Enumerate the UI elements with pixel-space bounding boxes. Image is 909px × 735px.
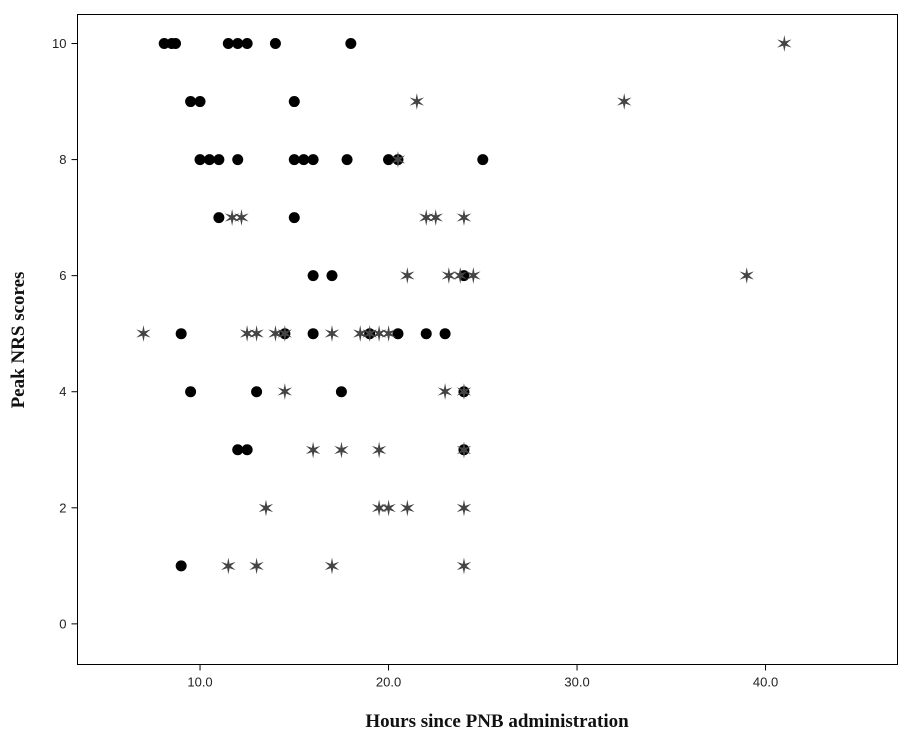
star-point: ✶ (323, 323, 341, 348)
circle-point (298, 154, 310, 166)
circle-point (251, 386, 263, 398)
star-point: ✶ (408, 91, 426, 116)
circle-point (458, 444, 470, 456)
y-tick-label: 10 (52, 36, 66, 51)
star-point: ✶ (223, 207, 241, 232)
circle-point (307, 154, 319, 166)
x-axis-title: Hours since PNB administration (365, 711, 629, 732)
circle-point (232, 38, 244, 50)
circle-point (288, 96, 300, 108)
circle-point (213, 212, 225, 224)
circle-point (232, 154, 244, 166)
circle-point (345, 38, 357, 50)
circle-point (203, 154, 215, 166)
star-point: ✶ (436, 381, 454, 406)
star-point: ✶ (615, 91, 633, 116)
circle-point (288, 154, 300, 166)
star-point: ✶ (370, 439, 388, 464)
star-point: ✶ (737, 265, 755, 290)
circle-point (232, 444, 244, 456)
circle-point (279, 328, 291, 340)
star-point: ✶ (451, 265, 469, 290)
star-point: ✶ (370, 497, 388, 522)
star-point: ✶ (389, 149, 407, 174)
y-tick-label: 2 (59, 500, 66, 515)
circle-point (458, 386, 470, 398)
star-point: ✶ (379, 323, 397, 348)
circle-point (307, 328, 319, 340)
x-axis: 10.0 20.0 30.0 40.0 (187, 664, 778, 690)
star-point: ✶ (455, 555, 473, 580)
circle-point (269, 38, 281, 50)
circle-point (307, 270, 319, 282)
star-point: ✶ (775, 33, 793, 58)
circle-point (326, 270, 338, 282)
star-point: ✶ (232, 207, 250, 232)
circle-point (185, 386, 197, 398)
star-point: ✶ (426, 207, 444, 232)
x-tick-label: 30.0 (564, 675, 589, 690)
x-tick-label: 20.0 (376, 675, 401, 690)
star-point: ✶ (332, 439, 350, 464)
star-point: ✶ (379, 497, 397, 522)
star-point: ✶ (276, 381, 294, 406)
y-tick-label: 4 (59, 384, 66, 399)
star-point: ✶ (247, 323, 265, 348)
circle-point (341, 154, 353, 166)
star-point: ✶ (464, 265, 482, 290)
circle-point (241, 444, 253, 456)
star-point: ✶ (219, 555, 237, 580)
circle-point (170, 38, 182, 50)
star-point: ✶ (238, 323, 256, 348)
circle-point (439, 328, 451, 340)
y-tick-label: 0 (59, 616, 66, 631)
circle-point (335, 386, 347, 398)
star-point: ✶ (417, 207, 435, 232)
x-tick-label: 10.0 (187, 675, 212, 690)
plot-frame (77, 14, 898, 665)
star-point: ✶ (360, 323, 378, 348)
star-point: ✶ (304, 439, 322, 464)
circle-point (175, 328, 187, 340)
circle-point (194, 154, 206, 166)
y-axis-title: Peak NRS scores (8, 272, 29, 409)
circle-point (383, 154, 395, 166)
circle-point (158, 38, 170, 50)
data-points: ✶✶ ✶✶✶✶ ✶✶ ✶✶ ✶✶✶ ✶✶ ✶✶ ✶✶ ✶ ✶✶✶✶✶ ✶ ✶✶ ✶ ✶ ✶✶ ✶✶ ✶ ✶✶ ✶ ✶ ✶ (134, 33, 793, 580)
y-axis: 0 2 4 6 8 10 (52, 36, 78, 631)
star-point: ✶ (455, 497, 473, 522)
star-point: ✶ (351, 323, 369, 348)
circle-point (175, 560, 187, 572)
star-point: ✶ (398, 497, 416, 522)
circle-point (194, 96, 206, 108)
star-point: ✶ (247, 555, 265, 580)
star-point: ✶ (266, 323, 284, 348)
star-point: ✶ (257, 497, 275, 522)
circle-point (213, 154, 225, 166)
circle-point (222, 38, 234, 50)
y-tick-label: 6 (59, 268, 66, 283)
circle-point (185, 96, 197, 108)
star-point: ✶ (455, 207, 473, 232)
y-tick-label: 8 (59, 152, 66, 167)
circle-point (420, 328, 432, 340)
circle-point (477, 154, 489, 166)
star-point: ✶ (455, 439, 473, 464)
star-point: ✶ (134, 323, 152, 348)
circle-point (241, 38, 253, 50)
circle-point (392, 154, 404, 166)
star-point: ✶ (398, 265, 416, 290)
circle-point (364, 328, 376, 340)
star-point: ✶ (323, 555, 341, 580)
circle-point (392, 328, 404, 340)
x-tick-label: 40.0 (753, 675, 778, 690)
circle-point (458, 270, 470, 282)
star-point: ✶ (440, 265, 458, 290)
star-point: ✶ (455, 381, 473, 406)
star-point: ✶ (370, 323, 388, 348)
circle-point (288, 212, 300, 224)
star-point: ✶ (276, 323, 294, 348)
